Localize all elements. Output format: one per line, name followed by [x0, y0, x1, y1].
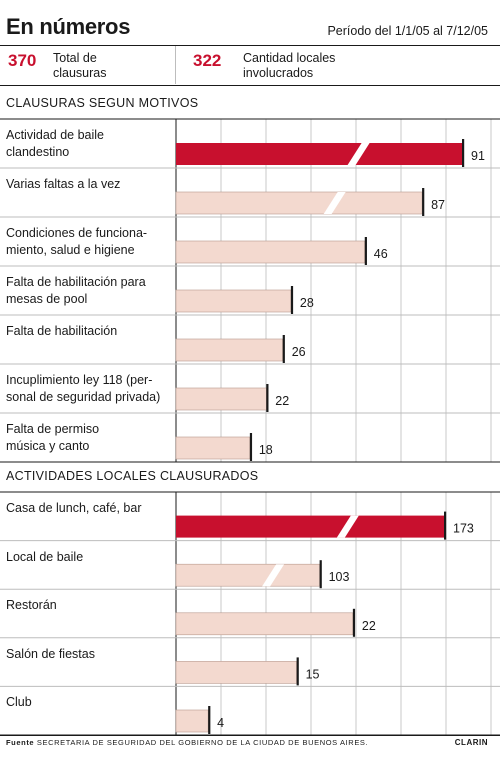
section-title-motivos: CLAUSURAS SEGUN MOTIVOS: [6, 96, 199, 110]
period-label: Período del 1/1/05 al 7/12/05: [327, 24, 488, 38]
total-clausuras-label: Total de clausuras: [53, 51, 107, 80]
bar-end-cap: [319, 560, 322, 589]
bar: [175, 387, 267, 411]
bar: [175, 191, 423, 215]
bar-end-cap: [422, 188, 425, 216]
category-label: Club: [6, 695, 32, 710]
page-title: En números: [6, 14, 131, 39]
bar-end-cap: [364, 237, 367, 265]
bar: [175, 709, 209, 733]
value-label: 173: [453, 522, 474, 536]
category-label: Falta de habilitación: [6, 324, 118, 338]
bar-end-cap: [352, 608, 356, 637]
bar: [176, 515, 444, 538]
value-label: 26: [292, 345, 306, 359]
axis-break-mark: [347, 143, 370, 165]
bar: [175, 338, 283, 362]
category-label: Salón de fiestas: [6, 646, 95, 661]
total-clausuras-value: 370: [8, 51, 37, 70]
bar: [175, 661, 297, 684]
brand-logo: CLARIN: [454, 738, 488, 747]
axis-break-mark: [336, 515, 359, 538]
value-label: 4: [217, 716, 224, 730]
bar-end-cap: [282, 335, 285, 363]
value-label: 87: [431, 198, 445, 212]
value-label: 22: [362, 619, 376, 633]
bar-end-cap: [462, 139, 465, 167]
bar-end-cap: [208, 706, 211, 734]
bar: [175, 612, 354, 636]
axis-break-mark: [323, 192, 346, 214]
value-label: 91: [471, 149, 485, 163]
value-label: 15: [306, 667, 320, 681]
section-title-actividades: ACTIVIDADES LOCALES CLAUSURADOS: [6, 469, 259, 483]
stats-separator: [175, 46, 176, 84]
bar-end-cap: [296, 657, 299, 686]
source-note: Fuente SECRETARIA DE SEGURIDAD DEL GOBIE…: [6, 738, 369, 747]
value-label: 28: [300, 296, 314, 310]
footer-rule: [0, 735, 500, 736]
bar: [175, 289, 292, 313]
category-label: Restorán: [6, 598, 57, 613]
category-label: Actividad de baile clandestino: [6, 128, 104, 159]
locales-involucrados-value: 322: [193, 51, 222, 70]
category-label: Condiciones de funciona-miento, salud e …: [6, 226, 148, 257]
category-label: Casa de lunch, café, bar: [6, 501, 142, 515]
value-label: 18: [259, 443, 273, 457]
category-label: Falta de permiso música y canto: [6, 422, 100, 453]
bar: [175, 563, 320, 587]
category-label: Varias faltas a la vez: [6, 177, 121, 191]
axis-break-mark: [262, 564, 285, 587]
locales-involucrados-label: Cantidad locales involucrados: [243, 51, 336, 80]
bar-end-cap: [249, 433, 253, 461]
category-label: Local de baile: [6, 549, 84, 564]
stats-rule: [0, 85, 500, 86]
bar-end-cap: [290, 286, 294, 314]
bar-end-cap: [444, 511, 447, 540]
value-label: 103: [329, 570, 350, 584]
bar: [175, 240, 366, 264]
value-label: 22: [275, 394, 289, 408]
bar: [176, 143, 462, 165]
header-rule: [0, 45, 500, 46]
bar-end-cap: [266, 384, 269, 412]
category-label: Incuplimiento ley 118 (per-sonal de segu…: [6, 373, 161, 404]
value-label: 46: [374, 247, 388, 261]
category-label: Falta de habilitación para mesas de pool: [6, 275, 146, 306]
bar: [175, 436, 251, 460]
